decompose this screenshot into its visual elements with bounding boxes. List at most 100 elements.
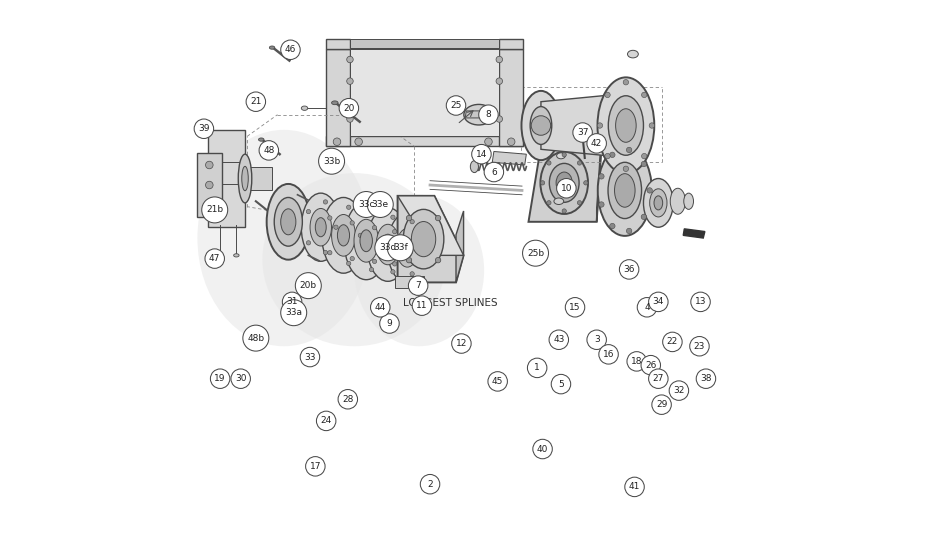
Polygon shape — [528, 136, 602, 222]
Text: 14: 14 — [475, 150, 487, 159]
Text: 9: 9 — [387, 319, 392, 328]
Circle shape — [487, 372, 508, 391]
Circle shape — [347, 78, 353, 84]
Polygon shape — [327, 49, 350, 146]
Ellipse shape — [239, 154, 252, 203]
Polygon shape — [398, 196, 463, 282]
Ellipse shape — [614, 174, 635, 207]
Ellipse shape — [581, 134, 585, 137]
Circle shape — [610, 152, 615, 157]
Ellipse shape — [608, 162, 642, 219]
Text: 12: 12 — [456, 339, 467, 348]
Circle shape — [627, 352, 647, 371]
Ellipse shape — [382, 234, 394, 255]
Circle shape — [436, 215, 441, 221]
Text: 23: 23 — [694, 342, 705, 351]
Circle shape — [508, 138, 515, 146]
Circle shape — [587, 134, 607, 153]
Circle shape — [620, 260, 639, 279]
Circle shape — [484, 162, 503, 182]
Ellipse shape — [616, 109, 636, 142]
Circle shape — [324, 250, 327, 255]
Circle shape — [410, 272, 414, 276]
Text: 8: 8 — [486, 110, 491, 119]
Circle shape — [205, 161, 213, 169]
Text: 36: 36 — [623, 265, 635, 274]
Circle shape — [295, 273, 321, 299]
Ellipse shape — [649, 189, 667, 217]
Ellipse shape — [322, 197, 365, 273]
Circle shape — [355, 138, 363, 146]
Text: 11: 11 — [416, 301, 427, 310]
Ellipse shape — [684, 193, 694, 209]
Ellipse shape — [280, 209, 296, 235]
Circle shape — [369, 267, 374, 272]
Polygon shape — [245, 167, 272, 190]
Text: 20b: 20b — [300, 281, 317, 290]
Circle shape — [598, 174, 604, 179]
Text: 16: 16 — [603, 350, 614, 359]
Circle shape — [406, 215, 412, 221]
Circle shape — [390, 215, 395, 220]
Circle shape — [565, 298, 585, 317]
Text: 3: 3 — [594, 335, 599, 344]
Circle shape — [496, 78, 502, 84]
Polygon shape — [327, 136, 524, 146]
Text: 33e: 33e — [372, 200, 388, 209]
Ellipse shape — [310, 208, 331, 246]
Text: 6: 6 — [491, 168, 497, 176]
Text: 26: 26 — [645, 361, 657, 370]
Ellipse shape — [388, 213, 427, 283]
Ellipse shape — [531, 249, 540, 256]
Circle shape — [210, 369, 230, 388]
Circle shape — [610, 223, 615, 229]
Text: 21b: 21b — [206, 206, 223, 214]
Circle shape — [324, 200, 327, 204]
Circle shape — [194, 119, 214, 138]
Circle shape — [531, 116, 550, 135]
Ellipse shape — [644, 179, 673, 227]
Ellipse shape — [403, 209, 444, 269]
Ellipse shape — [412, 222, 436, 256]
Text: 7: 7 — [415, 281, 421, 290]
Ellipse shape — [540, 151, 588, 214]
Text: 48: 48 — [263, 146, 275, 155]
Text: 40: 40 — [536, 445, 549, 453]
Text: 13: 13 — [695, 298, 707, 306]
Text: 48b: 48b — [247, 334, 265, 342]
Text: 20: 20 — [343, 104, 354, 113]
Circle shape — [409, 276, 428, 295]
Circle shape — [605, 92, 610, 97]
Text: 31: 31 — [287, 298, 298, 306]
Circle shape — [637, 298, 657, 317]
Circle shape — [451, 334, 471, 353]
Circle shape — [338, 390, 358, 409]
Circle shape — [587, 330, 607, 349]
Circle shape — [496, 56, 502, 63]
Ellipse shape — [344, 202, 388, 280]
Circle shape — [371, 298, 390, 317]
Circle shape — [406, 258, 412, 263]
Circle shape — [402, 242, 406, 247]
Text: 38: 38 — [700, 374, 711, 383]
Circle shape — [282, 292, 302, 312]
Circle shape — [347, 116, 353, 122]
Text: 24: 24 — [321, 417, 332, 425]
Circle shape — [259, 141, 278, 160]
Text: 21: 21 — [250, 97, 262, 106]
Polygon shape — [537, 124, 602, 148]
Text: 25: 25 — [450, 101, 462, 110]
Text: 33: 33 — [304, 353, 315, 361]
Polygon shape — [350, 49, 500, 136]
Ellipse shape — [360, 230, 373, 252]
Circle shape — [641, 355, 660, 375]
Circle shape — [626, 147, 632, 153]
Text: 37: 37 — [577, 128, 588, 137]
Circle shape — [392, 229, 397, 234]
Circle shape — [381, 239, 386, 243]
Text: 41: 41 — [629, 483, 640, 491]
Circle shape — [479, 105, 499, 124]
Polygon shape — [395, 276, 424, 288]
Ellipse shape — [354, 195, 484, 346]
Ellipse shape — [269, 46, 275, 49]
